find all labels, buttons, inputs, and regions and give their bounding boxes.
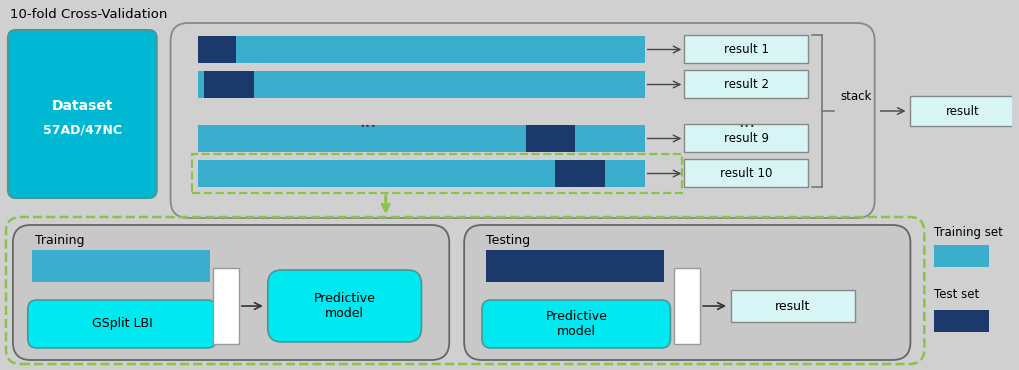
FancyBboxPatch shape [32,250,210,282]
FancyBboxPatch shape [684,159,807,187]
FancyBboxPatch shape [485,250,663,282]
Text: result 1: result 1 [723,43,768,56]
Text: result 10: result 10 [719,166,771,179]
FancyBboxPatch shape [198,160,644,187]
Text: Training: Training [35,234,85,247]
Text: 57AD/47NC: 57AD/47NC [43,124,121,137]
FancyBboxPatch shape [204,71,254,98]
Text: Dataset: Dataset [52,99,113,113]
Text: Testing: Testing [485,234,530,247]
Text: result: result [774,299,810,313]
Text: result 9: result 9 [723,131,768,145]
FancyBboxPatch shape [8,30,157,198]
Text: 10-fold Cross-Validation: 10-fold Cross-Validation [10,8,167,21]
FancyBboxPatch shape [198,71,644,98]
Text: Predictive
model: Predictive model [314,292,375,320]
Text: Test set: Test set [933,288,978,301]
FancyBboxPatch shape [684,35,807,63]
FancyBboxPatch shape [525,125,575,152]
FancyBboxPatch shape [464,225,910,360]
Text: Predictive
model: Predictive model [545,310,606,338]
FancyBboxPatch shape [554,160,604,187]
FancyBboxPatch shape [933,310,987,332]
FancyBboxPatch shape [13,225,448,360]
FancyBboxPatch shape [170,23,874,218]
FancyBboxPatch shape [684,124,807,152]
Text: ...: ... [737,113,754,131]
Text: result: result [945,104,978,118]
FancyBboxPatch shape [268,270,421,342]
FancyBboxPatch shape [28,300,216,348]
FancyBboxPatch shape [933,245,987,267]
FancyBboxPatch shape [198,36,235,63]
FancyBboxPatch shape [198,125,644,152]
Text: GSplit LBI: GSplit LBI [92,317,152,330]
FancyBboxPatch shape [674,268,699,344]
FancyBboxPatch shape [731,290,854,322]
Text: stack: stack [840,90,870,103]
FancyBboxPatch shape [684,70,807,98]
FancyBboxPatch shape [910,96,1014,126]
Text: ...: ... [359,113,376,131]
Text: Training set: Training set [933,226,1002,239]
FancyBboxPatch shape [213,268,238,344]
Text: result 2: result 2 [723,77,768,91]
FancyBboxPatch shape [482,300,669,348]
FancyBboxPatch shape [198,36,644,63]
